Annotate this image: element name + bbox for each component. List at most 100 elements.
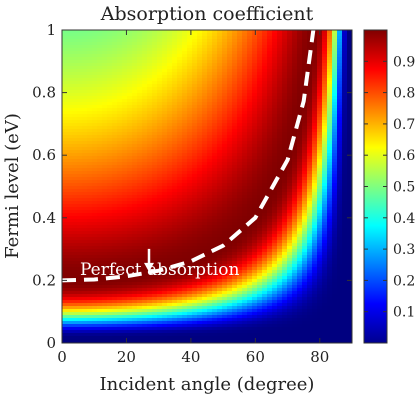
heatmap-cell	[77, 258, 83, 262]
heatmap-cell	[207, 63, 213, 67]
heatmap-cell	[92, 120, 98, 124]
heatmap-cell	[182, 258, 188, 262]
heatmap-cell	[227, 33, 233, 37]
heatmap-cell	[257, 150, 263, 154]
heatmap-cell	[142, 306, 148, 310]
heatmap-cell	[132, 261, 138, 265]
heatmap-cell	[87, 315, 93, 319]
heatmap-cell	[132, 249, 138, 253]
heatmap-cell	[272, 201, 278, 205]
heatmap-cell	[282, 279, 288, 283]
heatmap-cell	[152, 288, 158, 292]
heatmap-cell	[97, 237, 103, 241]
heatmap-cell	[62, 264, 68, 268]
heatmap-cell	[182, 246, 188, 250]
heatmap-cell	[142, 93, 148, 97]
heatmap-cell	[77, 261, 83, 265]
heatmap-cell	[102, 213, 108, 217]
heatmap-cell	[287, 177, 293, 181]
heatmap-cell	[132, 114, 138, 118]
heatmap-cell	[197, 111, 203, 115]
heatmap-cell	[222, 234, 228, 238]
heatmap-cell	[237, 177, 243, 181]
heatmap-cell	[167, 132, 173, 136]
heatmap-cell	[292, 312, 298, 316]
heatmap-cell	[222, 114, 228, 118]
heatmap-cell	[212, 204, 218, 208]
heatmap-cell	[117, 123, 123, 127]
heatmap-cell	[227, 117, 233, 121]
heatmap-cell	[267, 297, 273, 301]
heatmap-cell	[207, 300, 213, 304]
heatmap-cell	[122, 327, 128, 331]
heatmap-cell	[112, 60, 118, 64]
heatmap-cell	[242, 192, 248, 196]
heatmap-cell	[72, 54, 78, 58]
heatmap-cell	[157, 168, 163, 172]
heatmap-cell	[82, 330, 88, 334]
heatmap-cell	[147, 234, 153, 238]
heatmap-cell	[297, 102, 303, 106]
heatmap-cell	[142, 168, 148, 172]
heatmap-cell	[127, 93, 133, 97]
heatmap-cell	[122, 39, 128, 43]
heatmap-cell	[172, 288, 178, 292]
heatmap-cell	[77, 243, 83, 247]
heatmap-cell	[122, 162, 128, 166]
heatmap-cell	[157, 282, 163, 286]
heatmap-cell	[122, 303, 128, 307]
heatmap-cell	[67, 228, 73, 232]
heatmap-cell	[112, 189, 118, 193]
heatmap-cell	[72, 153, 78, 157]
heatmap-cell	[217, 87, 223, 91]
heatmap-cell	[297, 156, 303, 160]
heatmap-cell	[287, 240, 293, 244]
heatmap-cell	[277, 132, 283, 136]
heatmap-cell	[202, 318, 208, 322]
heatmap-cell	[147, 207, 153, 211]
heatmap-cell	[97, 330, 103, 334]
heatmap-cell	[97, 165, 103, 169]
heatmap-cell	[87, 189, 93, 193]
heatmap-cell	[82, 45, 88, 49]
heatmap-cell	[222, 285, 228, 289]
heatmap-cell	[107, 135, 113, 139]
heatmap-cell	[227, 147, 233, 151]
heatmap-cell	[212, 66, 218, 70]
heatmap-cell	[62, 132, 68, 136]
heatmap-cell	[112, 279, 118, 283]
heatmap-cell	[122, 204, 128, 208]
heatmap-cell	[257, 228, 263, 232]
heatmap-cell	[292, 75, 298, 79]
heatmap-cell	[297, 54, 303, 58]
heatmap-cell	[147, 30, 153, 34]
heatmap-cell	[77, 183, 83, 187]
heatmap-cell	[162, 48, 168, 52]
heatmap-cell	[262, 87, 268, 91]
heatmap-cell	[227, 216, 233, 220]
heatmap-cell	[207, 228, 213, 232]
heatmap-cell	[152, 54, 158, 58]
heatmap-cell	[132, 87, 138, 91]
heatmap-cell	[82, 312, 88, 316]
heatmap-cell	[112, 135, 118, 139]
heatmap-cell	[242, 237, 248, 241]
heatmap-cell	[122, 324, 128, 328]
heatmap-cell	[127, 105, 133, 109]
heatmap-cell	[267, 84, 273, 88]
heatmap-cell	[82, 282, 88, 286]
heatmap-cell	[252, 288, 258, 292]
heatmap-cell	[197, 213, 203, 217]
heatmap-cell	[87, 132, 93, 136]
heatmap-cell	[62, 60, 68, 64]
heatmap-cell	[92, 273, 98, 277]
heatmap-cell	[197, 51, 203, 55]
heatmap-cell	[277, 261, 283, 265]
heatmap-cell	[192, 93, 198, 97]
heatmap-cell	[127, 60, 133, 64]
heatmap-cell	[262, 141, 268, 145]
heatmap-cell	[232, 93, 238, 97]
heatmap-cell	[87, 177, 93, 181]
heatmap-cell	[252, 225, 258, 229]
heatmap-cell	[267, 159, 273, 163]
